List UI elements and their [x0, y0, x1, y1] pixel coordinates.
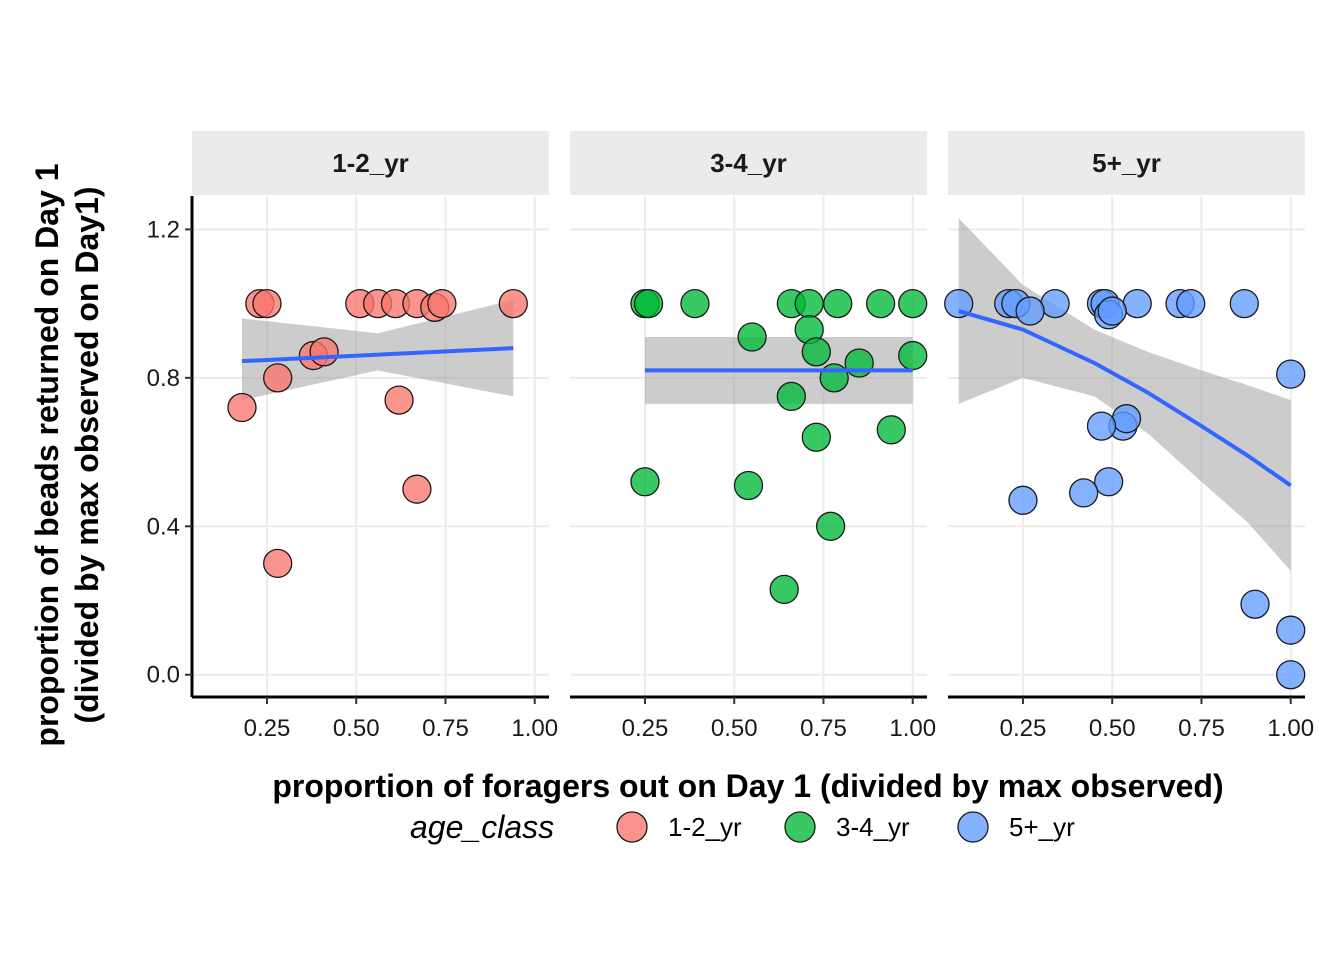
data-point	[801, 337, 831, 367]
data-point	[1015, 296, 1045, 326]
data-point	[876, 415, 906, 445]
x-tick-label: 0.75	[800, 715, 847, 742]
legend-key	[784, 811, 816, 843]
panel-5+_yr: 5+_yr 0.25 0.50 0.75 1.00	[944, 131, 1314, 742]
data-point	[769, 574, 799, 605]
data-point	[1069, 478, 1099, 508]
data-point	[1176, 288, 1206, 319]
x-axis-title: proportion of foragers out on Day 1 (div…	[272, 768, 1223, 804]
data-point	[227, 392, 257, 423]
data-point	[865, 288, 896, 319]
legend-title: age_class	[410, 809, 554, 845]
data-point	[944, 288, 974, 319]
data-point	[402, 474, 432, 504]
data-point	[1008, 485, 1038, 515]
facet-strip-label: 5+_yr	[1092, 148, 1161, 178]
fit-line	[958, 309, 1292, 488]
data-point	[309, 337, 339, 367]
x-tick-label: 1.00	[1267, 715, 1314, 742]
y-tick-label: 0.8	[147, 365, 180, 392]
legend-label: 1-2_yr	[668, 812, 742, 842]
facet-strip-label: 1-2_yr	[332, 148, 409, 178]
y-axis-title-line1: proportion of beads returned on Day 1	[29, 163, 65, 746]
data-point	[794, 288, 824, 319]
data-point	[776, 381, 806, 412]
y-tick-label: 0.0	[147, 662, 180, 689]
data-point	[898, 288, 928, 319]
legend-entry-3-4_yr: 3-4_yr	[784, 811, 910, 843]
data-point	[384, 385, 414, 415]
data-point	[823, 288, 853, 319]
x-tick-label: 0.50	[333, 715, 380, 742]
panel-1-2_yr: 1-2_yr 0.25 0.50 0.75 1.00 0.0 0.4 0.8 1.2	[147, 131, 558, 742]
x-tick-label: 0.25	[1000, 715, 1047, 742]
y-tick-label: 0.4	[147, 513, 180, 540]
legend-label: 3-4_yr	[836, 812, 910, 842]
data-point	[1276, 660, 1306, 690]
data-point	[737, 322, 767, 352]
facet-strip	[948, 131, 1305, 195]
data-point	[263, 548, 293, 579]
x-tick-label: 0.75	[422, 715, 469, 742]
x-tick-label: 1.00	[511, 715, 558, 742]
y-tick-label: 1.2	[147, 216, 180, 243]
data-point	[1094, 467, 1124, 497]
data-point	[680, 288, 710, 319]
legend-label: 5+_yr	[1009, 812, 1075, 842]
legend-entry-1-2_yr: 1-2_yr	[616, 811, 742, 843]
x-tick-label: 0.25	[622, 715, 669, 742]
data-point	[1240, 589, 1270, 619]
legend-key	[957, 811, 989, 843]
data-point	[1086, 411, 1117, 441]
facet-strip-label: 3-4_yr	[710, 148, 787, 178]
confidence-ribbon	[958, 218, 1291, 571]
data-point	[733, 470, 764, 501]
facet-strip	[192, 131, 549, 195]
data-point	[1097, 296, 1127, 326]
x-tick-label: 0.50	[1089, 715, 1136, 742]
data-point	[1111, 404, 1142, 434]
legend-entry-5+_yr: 5+_yr	[957, 811, 1075, 843]
data-point	[252, 288, 282, 319]
data-point	[1040, 288, 1070, 319]
legend: age_class 1-2_yr 3-4_yr 5+_yr	[410, 809, 1075, 845]
data-point	[498, 288, 528, 319]
panel-3-4_yr: 3-4_yr 0.25 0.50 0.75 1.00	[570, 131, 936, 742]
data-point	[1122, 288, 1152, 319]
legend-key	[616, 811, 648, 843]
x-tick-label: 0.50	[711, 715, 758, 742]
data-point	[815, 511, 846, 541]
data-point	[630, 467, 660, 497]
data-point	[844, 348, 874, 378]
data-point	[1276, 615, 1306, 645]
data-point	[633, 288, 664, 319]
chart-panels: 1-2_yr 0.25 0.50 0.75 1.00 0.0 0.4 0.8 1.2 3-4_yr…	[147, 131, 1314, 742]
y-axis-title: proportion of beads returned on Day 1 (d…	[29, 163, 105, 746]
data-point	[263, 363, 293, 393]
data-point	[427, 288, 457, 319]
facet-strip	[570, 131, 927, 195]
x-tick-label: 1.00	[889, 715, 936, 742]
y-axis-title-line2: (divided by max observed on Day1)	[69, 186, 105, 723]
confidence-ribbon	[241, 299, 514, 401]
data-point	[819, 363, 849, 393]
data-point	[1229, 288, 1259, 319]
data-point	[898, 340, 928, 371]
data-point	[801, 422, 831, 452]
x-tick-label: 0.25	[244, 715, 291, 742]
data-point	[1276, 359, 1306, 389]
x-tick-label: 0.75	[1178, 715, 1225, 742]
fit-line	[241, 346, 514, 364]
